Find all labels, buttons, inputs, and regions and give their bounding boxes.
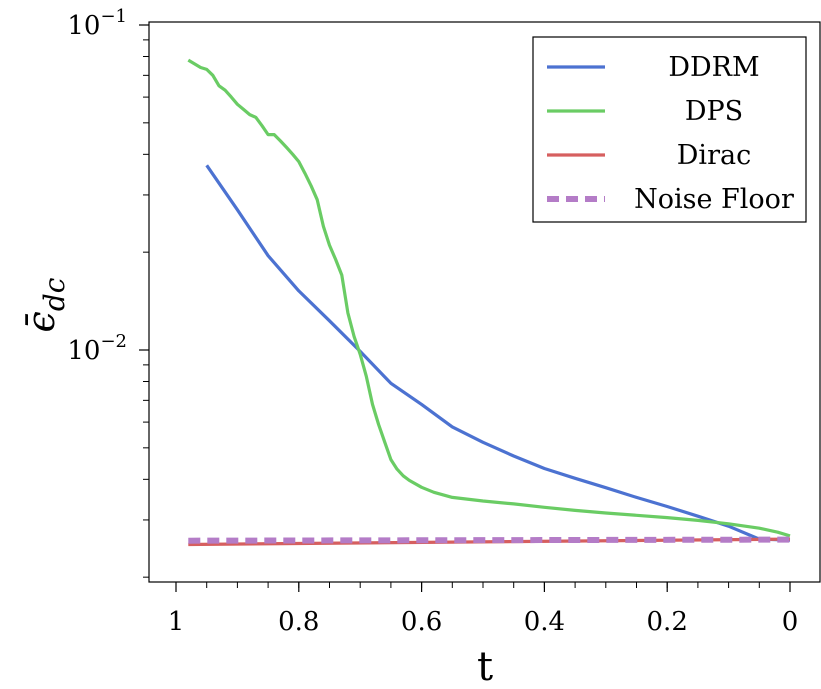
legend-label: DDRM [668,52,759,83]
series-noise-floor-line [188,536,791,544]
plot-frame [148,21,821,583]
x-axis-title: t [477,644,493,689]
y-tick-label: 10−2 [67,331,127,366]
series-dirac-line [188,537,791,547]
y-axis-title-main: ϵ̄ [19,311,63,332]
x-tick-label: 0.4 [524,607,565,637]
series-layer [187,58,791,547]
x-tick-label: 0.8 [278,607,319,637]
x-tick-label: 1 [168,607,185,637]
svg-text:ϵ̄dc: ϵ̄dc [19,277,71,332]
y-axis-title: ϵ̄dc [19,277,71,332]
legend: DDRM DPS Dirac Noise Floor [532,36,807,223]
legend-label: DPS [685,96,743,127]
legend-label: Noise Floor [634,184,794,215]
y-tick-label: 10−1 [67,6,127,41]
x-tick-label: 0.6 [401,607,442,637]
series-ddrm-line [205,164,791,542]
series-dps-line [187,58,791,538]
y-axis-title-subscript: dc [38,277,71,311]
x-tick-label: 0.2 [647,607,688,637]
x-tick-label: 0 [782,607,799,637]
legend-label: Dirac [677,140,751,171]
axis-ticks: 1 0.8 0.6 0.4 0.2 0 10−1 10−2 [67,6,798,637]
